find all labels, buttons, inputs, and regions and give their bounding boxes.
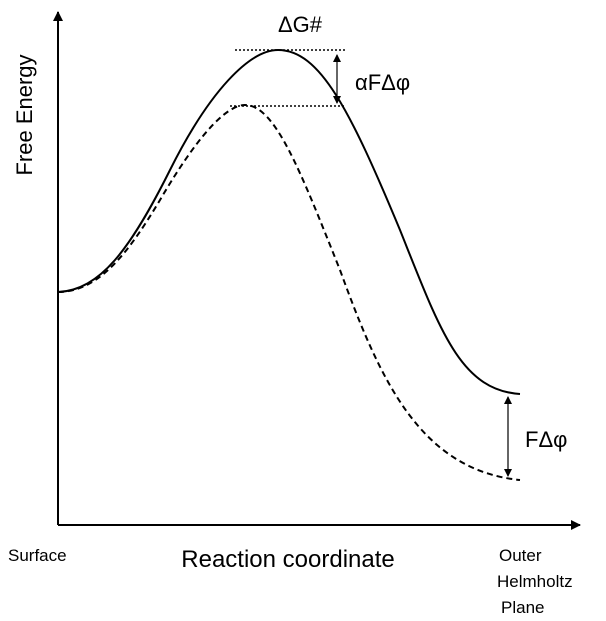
dashed-curve [57, 103, 521, 481]
annotation: αFΔφ [355, 70, 410, 95]
x-end-label: Outer [499, 546, 542, 565]
annotation: FΔφ [525, 427, 567, 452]
x-start-label: Surface [8, 546, 67, 565]
y-axis-label: Free Energy [12, 54, 37, 175]
annotation: ΔG# [278, 12, 323, 37]
x-end-label: Plane [501, 598, 544, 617]
solid-curve [57, 48, 521, 395]
x-axis-label: Reaction coordinate [181, 546, 394, 573]
x-end-label: Helmholtz [497, 572, 573, 591]
